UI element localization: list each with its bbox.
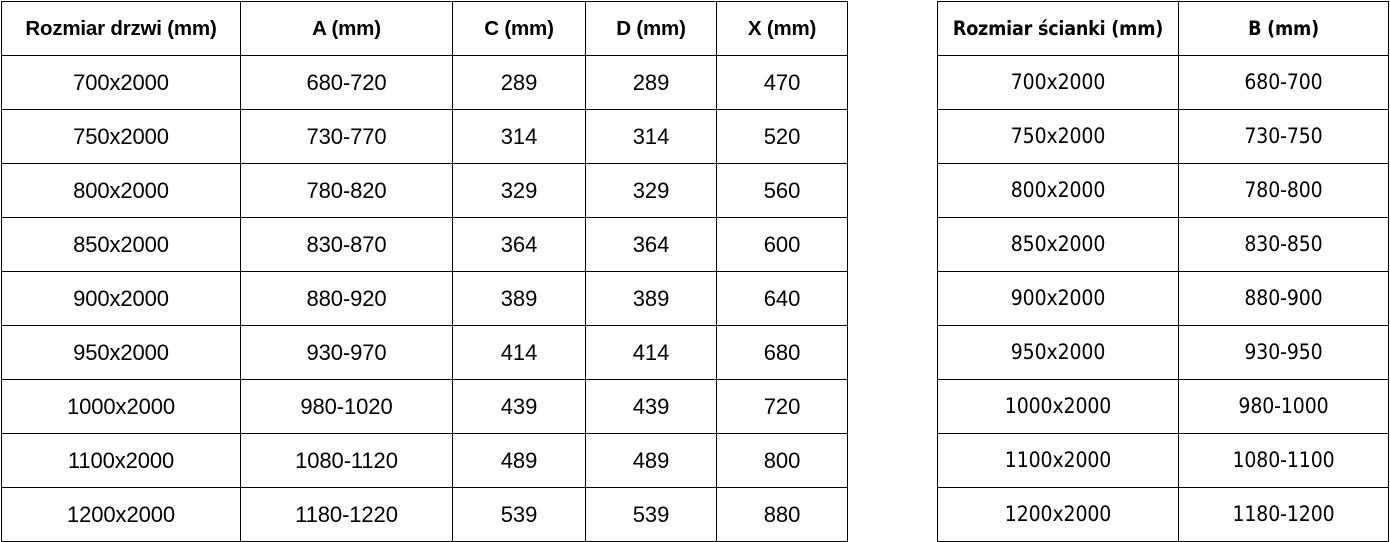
cell-a: 980-1020 bbox=[240, 379, 453, 434]
cell-a: 930-970 bbox=[240, 325, 453, 380]
cell-b: 930-950 bbox=[1178, 325, 1389, 380]
cell-c: 489 bbox=[452, 433, 586, 488]
table-row: 850x2000 830-870 364 364 600 bbox=[1, 217, 848, 272]
cell-b: 1080-1100 bbox=[1178, 433, 1389, 488]
cell-a: 730-770 bbox=[240, 109, 453, 164]
table-row: 950x2000 930-950 bbox=[937, 325, 1389, 380]
table-row: 700x2000 680-720 289 289 470 bbox=[1, 55, 848, 110]
table-row: 750x2000 730-770 314 314 520 bbox=[1, 109, 848, 164]
cell-x: 520 bbox=[716, 109, 848, 164]
cell-d: 489 bbox=[585, 433, 717, 488]
cell-door-size: 1000x2000 bbox=[1, 379, 241, 434]
cell-c: 329 bbox=[452, 163, 586, 218]
cell-b: 880-900 bbox=[1178, 271, 1389, 326]
cell-c: 439 bbox=[452, 379, 586, 434]
cell-c: 539 bbox=[452, 487, 586, 542]
table-row: 1000x2000 980-1000 bbox=[937, 379, 1389, 434]
table-row: 1000x2000 980-1020 439 439 720 bbox=[1, 379, 848, 434]
column-header-d: D (mm) bbox=[585, 1, 717, 56]
cell-door-size: 850x2000 bbox=[1, 217, 241, 272]
cell-a: 680-720 bbox=[240, 55, 453, 110]
cell-b: 1180-1200 bbox=[1178, 487, 1389, 542]
column-header-a: A (mm) bbox=[240, 1, 453, 56]
cell-x: 600 bbox=[716, 217, 848, 272]
table-header-row: Rozmiar ścianki (mm) B (mm) bbox=[937, 1, 1389, 56]
table-row: 1100x2000 1080-1100 bbox=[937, 433, 1389, 488]
cell-d: 414 bbox=[585, 325, 717, 380]
cell-door-size: 950x2000 bbox=[1, 325, 241, 380]
cell-x: 880 bbox=[716, 487, 848, 542]
cell-a: 1080-1120 bbox=[240, 433, 453, 488]
cell-c: 364 bbox=[452, 217, 586, 272]
cell-wall-size: 900x2000 bbox=[937, 271, 1179, 326]
cell-d: 289 bbox=[585, 55, 717, 110]
cell-b: 980-1000 bbox=[1178, 379, 1389, 434]
cell-wall-size: 1000x2000 bbox=[937, 379, 1179, 434]
cell-d: 439 bbox=[585, 379, 717, 434]
table-row: 750x2000 730-750 bbox=[937, 109, 1389, 164]
table-row: 900x2000 880-920 389 389 640 bbox=[1, 271, 848, 326]
table-header-row: Rozmiar drzwi (mm) A (mm) C (mm) D (mm) … bbox=[1, 1, 848, 56]
door-dimensions-table: Rozmiar drzwi (mm) A (mm) C (mm) D (mm) … bbox=[1, 1, 848, 542]
cell-wall-size: 750x2000 bbox=[937, 109, 1179, 164]
cell-door-size: 1200x2000 bbox=[1, 487, 241, 542]
cell-d: 329 bbox=[585, 163, 717, 218]
cell-x: 470 bbox=[716, 55, 848, 110]
column-header-c: C (mm) bbox=[452, 1, 586, 56]
cell-x: 800 bbox=[716, 433, 848, 488]
cell-door-size: 750x2000 bbox=[1, 109, 241, 164]
cell-d: 389 bbox=[585, 271, 717, 326]
cell-a: 1180-1220 bbox=[240, 487, 453, 542]
cell-x: 640 bbox=[716, 271, 848, 326]
table-row: 950x2000 930-970 414 414 680 bbox=[1, 325, 848, 380]
cell-x: 720 bbox=[716, 379, 848, 434]
cell-door-size: 900x2000 bbox=[1, 271, 241, 326]
cell-wall-size: 1100x2000 bbox=[937, 433, 1179, 488]
cell-d: 539 bbox=[585, 487, 717, 542]
table-row: 800x2000 780-820 329 329 560 bbox=[1, 163, 848, 218]
column-header-wall-size: Rozmiar ścianki (mm) bbox=[937, 1, 1179, 56]
cell-door-size: 800x2000 bbox=[1, 163, 241, 218]
cell-c: 314 bbox=[452, 109, 586, 164]
cell-a: 830-870 bbox=[240, 217, 453, 272]
cell-b: 780-800 bbox=[1178, 163, 1389, 218]
cell-wall-size: 1200x2000 bbox=[937, 487, 1179, 542]
table-row: 1200x2000 1180-1200 bbox=[937, 487, 1389, 542]
table-row: 1100x2000 1080-1120 489 489 800 bbox=[1, 433, 848, 488]
cell-c: 289 bbox=[452, 55, 586, 110]
cell-b: 680-700 bbox=[1178, 55, 1389, 110]
cell-wall-size: 700x2000 bbox=[937, 55, 1179, 110]
cell-a: 880-920 bbox=[240, 271, 453, 326]
cell-c: 389 bbox=[452, 271, 586, 326]
column-header-door-size: Rozmiar drzwi (mm) bbox=[1, 1, 241, 56]
cell-d: 314 bbox=[585, 109, 717, 164]
cell-b: 730-750 bbox=[1178, 109, 1389, 164]
column-header-b: B (mm) bbox=[1178, 1, 1389, 56]
wall-panel-dimensions-table: Rozmiar ścianki (mm) B (mm) 700x2000 680… bbox=[937, 1, 1389, 542]
column-header-x: X (mm) bbox=[716, 1, 848, 56]
table-row: 700x2000 680-700 bbox=[937, 55, 1389, 110]
cell-b: 830-850 bbox=[1178, 217, 1389, 272]
cell-wall-size: 850x2000 bbox=[937, 217, 1179, 272]
cell-door-size: 1100x2000 bbox=[1, 433, 241, 488]
table-row: 800x2000 780-800 bbox=[937, 163, 1389, 218]
cell-d: 364 bbox=[585, 217, 717, 272]
cell-a: 780-820 bbox=[240, 163, 453, 218]
table-row: 850x2000 830-850 bbox=[937, 217, 1389, 272]
cell-wall-size: 950x2000 bbox=[937, 325, 1179, 380]
cell-wall-size: 800x2000 bbox=[937, 163, 1179, 218]
cell-c: 414 bbox=[452, 325, 586, 380]
table-row: 900x2000 880-900 bbox=[937, 271, 1389, 326]
cell-x: 560 bbox=[716, 163, 848, 218]
cell-door-size: 700x2000 bbox=[1, 55, 241, 110]
cell-x: 680 bbox=[716, 325, 848, 380]
table-row: 1200x2000 1180-1220 539 539 880 bbox=[1, 487, 848, 542]
